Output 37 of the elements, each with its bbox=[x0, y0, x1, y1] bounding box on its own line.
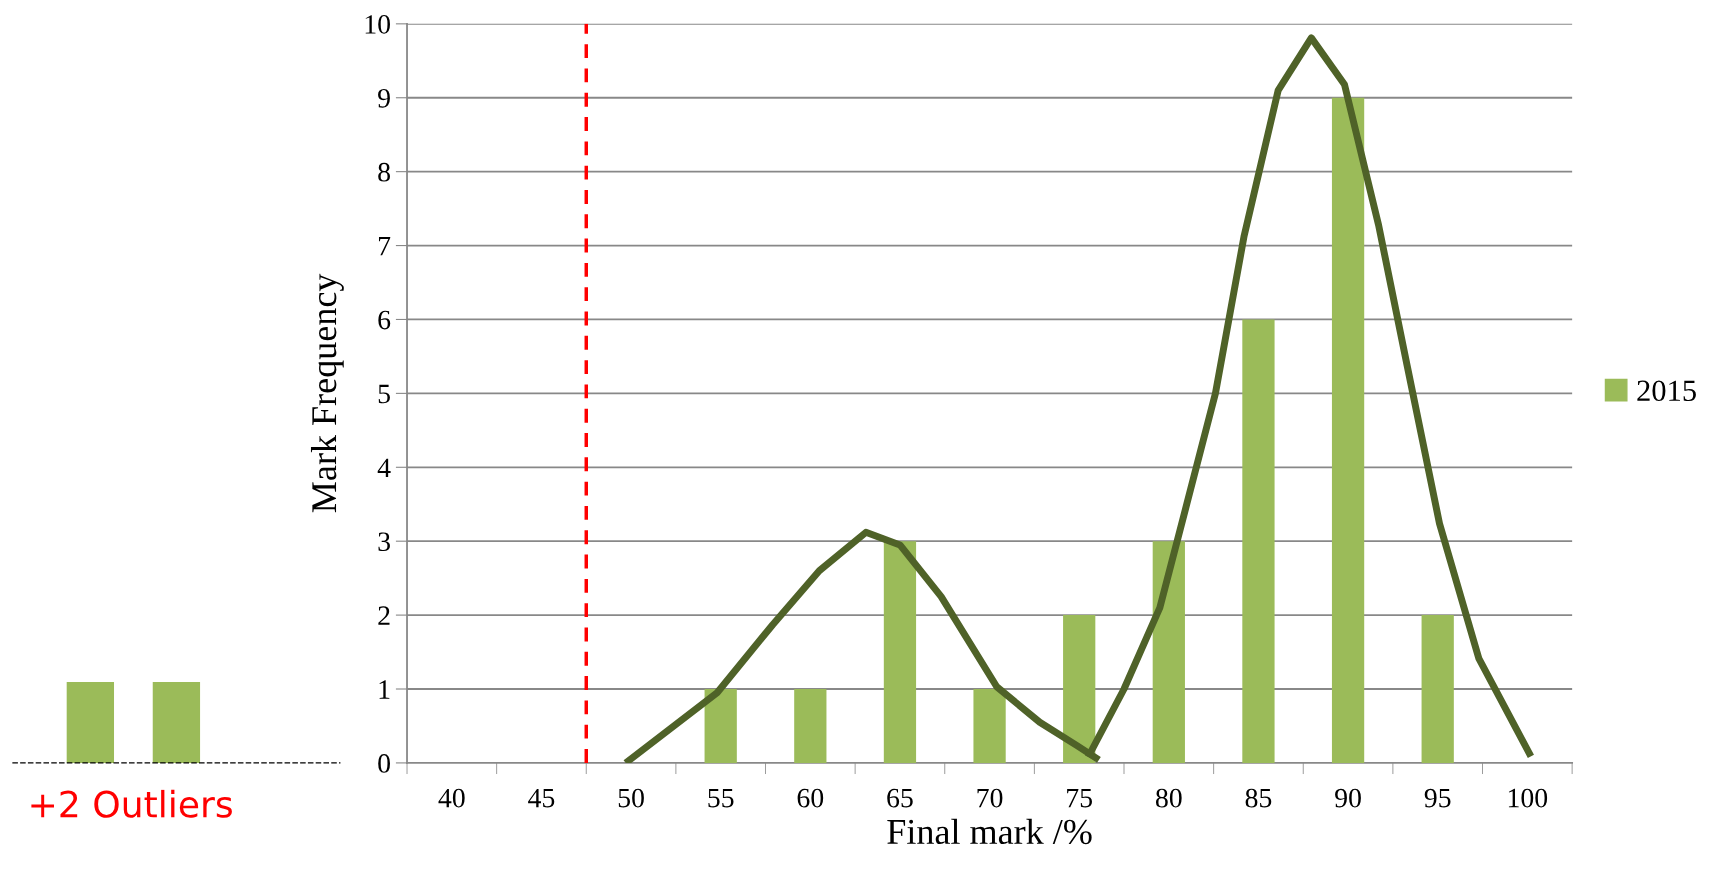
x-tick-label: 50 bbox=[618, 788, 644, 808]
bar bbox=[1063, 615, 1096, 763]
bar bbox=[883, 541, 917, 763]
y-tick-label: 0 bbox=[378, 754, 390, 773]
x-tick-label: 75 bbox=[1067, 789, 1092, 808]
x-axis-title: Final mark /% bbox=[887, 818, 1092, 845]
bar bbox=[1242, 319, 1275, 763]
x-tick-label: 85 bbox=[1245, 788, 1272, 808]
bar bbox=[794, 689, 827, 763]
bar bbox=[1152, 541, 1185, 763]
bar bbox=[1331, 97, 1365, 763]
text: +2 Outliers bbox=[31, 789, 232, 818]
bar bbox=[1421, 615, 1454, 763]
y-tick-label: 6 bbox=[378, 310, 391, 330]
y-tick-label: 9 bbox=[378, 88, 390, 108]
y-tick-label: 3 bbox=[378, 532, 390, 552]
x-tick-label: 45 bbox=[528, 788, 555, 808]
x-tick-label: 80 bbox=[1155, 788, 1182, 808]
x-tick-label: 70 bbox=[977, 788, 1003, 808]
y-tick-label: 7 bbox=[378, 237, 391, 256]
y-tick-label: 8 bbox=[378, 162, 390, 182]
y-tick-label: 10 bbox=[365, 15, 390, 34]
x-tick-label: 40 bbox=[438, 788, 465, 808]
x-tick-label: 100 bbox=[1508, 788, 1548, 808]
x-tick-label: 55 bbox=[708, 789, 734, 808]
x-tick-label: 95 bbox=[1424, 788, 1451, 808]
x-tick-label: 65 bbox=[887, 788, 913, 808]
legend-label: 2015 bbox=[1637, 380, 1696, 402]
bar bbox=[973, 689, 1006, 763]
y-tick-label: 2 bbox=[378, 606, 390, 625]
x-tick-label: 90 bbox=[1335, 788, 1361, 808]
y-axis-title: Mark Frequency bbox=[310, 273, 344, 513]
y-tick-label: 1 bbox=[379, 680, 390, 699]
y-tick-label: 5 bbox=[378, 384, 390, 404]
y-tick-label: 4 bbox=[377, 458, 391, 477]
x-tick-label: 60 bbox=[797, 788, 824, 808]
bar bbox=[704, 689, 737, 763]
